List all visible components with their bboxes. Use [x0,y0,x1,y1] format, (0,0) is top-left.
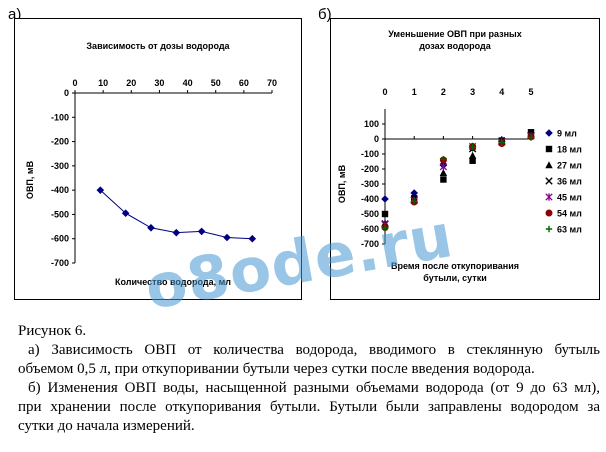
chart-b-y-tick-label: -500 [361,209,379,219]
chart-b-legend-marker [545,177,553,185]
chart-a-y-tick-label: -600 [51,234,69,244]
chart-b-legend-label: 63 мл [557,225,582,235]
chart-b-data-point [440,176,447,183]
chart-a-y-tick-label: -700 [51,258,69,268]
chart-b-data-point [381,225,389,232]
chart-a-x-tick-label: 20 [126,78,136,88]
chart-a-y-tick-label: -400 [51,185,69,195]
chart-b-y-tick-label: -100 [361,149,379,159]
chart-b-title-line1: Уменьшение ОВП при разных [388,29,521,39]
chart-b-data-point [381,210,389,218]
caption-b-line2: при хранении после откупоривания бутыли.… [18,399,600,415]
chart-b-data-point [411,198,418,205]
chart-a-x-tick-label: 40 [183,78,193,88]
chart-a-y-label: ОВП, мВ [25,160,35,199]
chart-a-data-point [96,186,105,194]
caption-title: Рисунок 6. [18,323,87,339]
chart-b-legend-marker [545,209,553,217]
caption-b-line1: б) Изменения ОВП воды, насыщенной разным… [28,380,600,396]
chart-b-y-tick-label: -700 [361,239,379,249]
chart-b-title-line2: дозах водорода [419,41,492,51]
chart-b-x-tick-label: 4 [499,87,504,97]
chart-b-legend-label: 18 мл [557,145,582,155]
chart-a-y-tick-label: -100 [51,112,69,122]
chart-b-data-point [439,163,448,171]
panel-b-label: б) [318,6,332,23]
chart-b-legend-marker [545,225,553,233]
chart-a-x-tick-label: 70 [267,78,277,88]
chart-a-svg: Зависимость от дозы водорода 0 10 20 30 40 50 6… [25,41,277,287]
chart-a-data-point [197,227,206,236]
chart-a-data-point [223,233,231,242]
chart-b-x-tick-label: 5 [528,87,533,97]
chart-b-x-label-line1: Время после откупоривания [391,261,519,271]
chart-a-y-tick-label: 0 [64,88,69,98]
chart-b-y-tick-label: -300 [361,179,379,189]
figure-caption: Рисунок 6. а) Зависимость ОВП от количес… [18,322,600,436]
chart-b-data-point [439,169,448,176]
chart-a-data-point [172,228,181,237]
chart-b-y-tick-label: -400 [361,194,379,204]
chart-a-x-tick-label: 0 [72,78,77,88]
chart-b-data-point [381,195,389,203]
chart-a-x-tick-label: 30 [154,78,164,88]
chart-b-data-point [440,156,447,163]
chart-b-legend-label: 36 мл [557,177,582,187]
chart-b-data-point [469,144,476,151]
chart-b-y-tick-label: 0 [374,134,379,144]
chart-b-legend-marker [545,161,553,169]
chart-b-x-tick-label: 3 [470,87,475,97]
chart-b-y-label: ОВП, мВ [337,164,347,203]
chart-a-y-tick-label: -300 [51,161,69,171]
chart-a-data-point [121,209,130,218]
chart-b-data-point [498,139,505,146]
chart-b-legend-marker [545,193,553,201]
chart-a-x-label: Количество водорода, мл [115,277,231,287]
chart-a-data-point [248,234,257,243]
chart-b-data-point [469,157,476,164]
chart-a-x-tick-label: 60 [239,78,249,88]
chart-b-x-tick-label: 0 [382,87,387,97]
chart-b-legend-marker [545,129,553,137]
chart-b-x-tick-label: 2 [441,87,446,97]
caption-a-line1: а) Зависимость ОВП от количества водород… [28,342,600,358]
chart-b-svg: Уменьшение ОВП при разных дозах водорода 0… [337,29,582,283]
chart-a-x-tick-label: 10 [98,78,108,88]
caption-a-line2: объемом 0,5 л, при откупоривании бутыли … [18,361,535,377]
chart-b: Уменьшение ОВП при разных дозах водорода 0… [330,18,600,300]
chart-b-legend-label: 9 мл [557,129,577,139]
caption-b-line3: сутки до начала измерений. [18,418,195,434]
chart-a-x-tick-label: 50 [211,78,221,88]
chart-a: Зависимость от дозы водорода 0 10 20 30 40 50 6… [14,18,302,300]
chart-a-y-tick-label: -500 [51,209,69,219]
chart-a-title: Зависимость от дозы водорода [86,41,230,51]
chart-b-legend-label: 45 мл [557,193,582,203]
chart-b-y-tick-label: -200 [361,164,379,174]
chart-a-y-tick-label: -200 [51,137,69,147]
chart-b-legend-label: 54 мл [557,209,582,219]
chart-b-legend-label: 27 мл [557,161,582,171]
chart-b-legend-marker [545,145,553,153]
chart-b-x-tick-label: 1 [412,87,417,97]
chart-b-data-point [468,151,477,159]
chart-b-y-tick-label: -600 [361,224,379,234]
chart-b-x-label-line2: бутыли, сутки [423,273,486,283]
chart-b-y-tick-label: 100 [364,119,379,129]
chart-b-data-point [527,134,535,141]
chart-a-data-point [147,223,155,232]
